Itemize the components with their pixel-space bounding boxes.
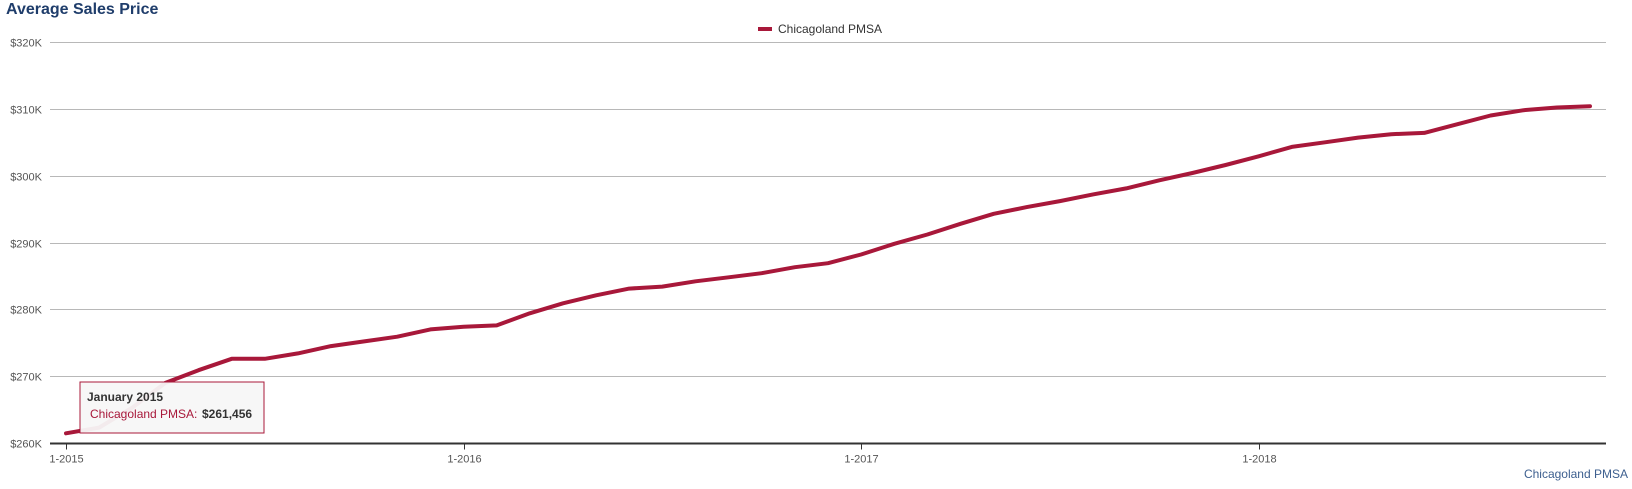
series-line[interactable] [64, 104, 1592, 436]
tooltip-value: $261,456 [202, 407, 252, 421]
legend[interactable]: Chicagoland PMSA [758, 22, 882, 36]
series-group [64, 104, 1592, 436]
y-tick-label: $260K [10, 439, 42, 451]
x-tick-label: 1-2017 [844, 454, 878, 466]
y-tick-label: $300K [10, 172, 42, 184]
tooltip: January 2015 Chicagoland PMSA: $261,456 [79, 381, 265, 434]
y-tick-label: $310K [10, 105, 42, 117]
chart-credit: Chicagoland PMSA [1523, 467, 1628, 481]
grid-lines [50, 42, 1606, 377]
y-tick-label: $320K [10, 38, 42, 50]
y-tick-label: $270K [10, 372, 42, 384]
x-tick-label: 1-2016 [447, 454, 481, 466]
tooltip-series-label: Chicagoland PMSA: [90, 407, 197, 421]
x-axis [50, 442, 1606, 450]
x-tick-label: 1-2015 [49, 454, 83, 466]
legend-label: Chicagoland PMSA [778, 22, 882, 36]
x-axis-labels: 1-2015 1-2016 1-2017 1-2018 [49, 454, 1276, 466]
chart-title: Average Sales Price [6, 1, 159, 18]
tooltip-box [79, 381, 265, 434]
tooltip-title: January 2015 [87, 390, 163, 404]
x-tick-label: 1-2018 [1242, 454, 1276, 466]
y-axis-labels: $260K $270K $280K $290K $300K $310K $320K [10, 38, 42, 451]
y-tick-label: $280K [10, 305, 42, 317]
y-tick-label: $290K [10, 239, 42, 251]
